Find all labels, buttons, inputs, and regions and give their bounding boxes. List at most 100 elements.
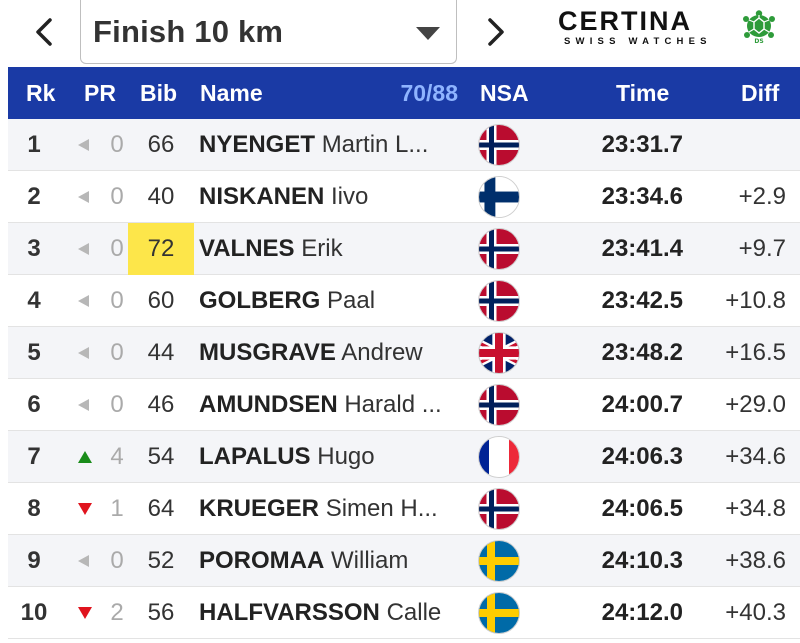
pr-cell: 1 [110, 495, 124, 522]
column-name[interactable]: Name [200, 80, 263, 106]
next-race-button[interactable] [476, 8, 516, 56]
finisher-count: 70/88 [400, 80, 458, 106]
table-row[interactable]: 5 0 44 MUSGRAVE Andrew 23:48.2 +16.5 [8, 327, 800, 379]
diff-cell: +16.5 [725, 339, 786, 366]
diff-cell: +34.6 [725, 443, 786, 470]
athlete-name[interactable]: VALNES Erik [199, 223, 479, 275]
bib-cell: 56 [147, 599, 175, 626]
trend-none-icon [78, 171, 94, 223]
svg-text:DS: DS [754, 38, 763, 44]
pr-cell: 4 [110, 443, 124, 470]
column-pr[interactable]: PR [84, 80, 116, 106]
table-row[interactable]: 4 0 60 GOLBERG Paal 23:42.5 +10.8 [8, 275, 800, 327]
rank-cell: 1 [27, 131, 41, 158]
column-diff[interactable]: Diff [741, 80, 780, 106]
athlete-name[interactable]: LAPALUS Hugo [199, 431, 479, 483]
pr-cell: 0 [110, 131, 124, 158]
trend-none-icon [78, 535, 94, 587]
bib-cell: 72 [128, 223, 194, 275]
time-cell: 23:41.4 [601, 235, 683, 262]
athlete-name[interactable]: NYENGET Martin L... [199, 119, 479, 171]
pr-cell: 0 [110, 339, 124, 366]
trend-down-icon [78, 587, 94, 639]
trend-down-icon [78, 483, 94, 535]
table-row[interactable]: 3 0 72 VALNES Erik 23:41.4 +9.7 [8, 223, 800, 275]
athlete-name[interactable]: HALFVARSSON Calle [199, 587, 479, 639]
athlete-firstname: Hugo [317, 443, 375, 470]
athlete-name[interactable]: MUSGRAVE Andrew [199, 327, 479, 379]
athlete-firstname: Calle [386, 599, 442, 626]
bib-cell: 40 [147, 183, 175, 210]
trend-none-icon [78, 275, 94, 327]
athlete-surname: GOLBERG [199, 287, 321, 314]
table-row[interactable]: 9 0 52 POROMAA William 24:10.3 +38.6 [8, 535, 800, 587]
rank-cell: 10 [20, 599, 48, 626]
diff-cell: +40.3 [725, 599, 786, 626]
flag-nor-icon [478, 228, 520, 270]
bib-cell: 52 [147, 547, 175, 574]
rank-cell: 6 [27, 391, 41, 418]
turtle-logo-icon: DS [743, 10, 775, 44]
table-row[interactable]: 6 0 46 AMUNDSEN Harald ... 24:00.7 +29.0 [8, 379, 800, 431]
pr-cell: 0 [110, 183, 124, 210]
athlete-firstname: Simen H... [325, 495, 438, 522]
athlete-name[interactable]: POROMAA William [199, 535, 479, 587]
time-cell: 24:10.3 [601, 547, 683, 574]
pr-cell: 0 [110, 391, 124, 418]
bib-cell: 46 [147, 391, 175, 418]
rank-cell: 8 [27, 495, 41, 522]
pr-cell: 0 [110, 235, 124, 262]
rank-cell: 7 [27, 443, 41, 470]
bib-cell: 60 [147, 287, 175, 314]
athlete-firstname: William [331, 547, 409, 574]
race-select-value: Finish 10 km [93, 13, 284, 49]
table-row[interactable]: 8 1 64 KRUEGER Simen H... 24:06.5 +34.8 [8, 483, 800, 535]
flag-nor-icon [478, 280, 520, 322]
athlete-surname: MUSGRAVE [199, 339, 336, 366]
rank-cell: 9 [27, 547, 41, 574]
athlete-name[interactable]: KRUEGER Simen H... [199, 483, 479, 535]
results-table-body: 1 0 66 NYENGET Martin L... 23:31.7 2 0 40 NISKAN… [8, 119, 800, 639]
pr-cell: 0 [110, 547, 124, 574]
athlete-name[interactable]: GOLBERG Paal [199, 275, 479, 327]
bib-cell: 64 [147, 495, 175, 522]
table-row[interactable]: 1 0 66 NYENGET Martin L... 23:31.7 [8, 119, 800, 171]
chevron-left-icon [36, 18, 52, 46]
caret-down-icon [416, 27, 440, 40]
diff-cell: +29.0 [725, 391, 786, 418]
previous-race-button[interactable] [24, 8, 64, 56]
bib-cell: 54 [147, 443, 175, 470]
time-cell: 23:42.5 [601, 287, 683, 314]
bib-cell: 44 [147, 339, 175, 366]
chevron-right-icon [488, 18, 504, 46]
athlete-surname: LAPALUS [199, 443, 311, 470]
athlete-firstname: Erik [301, 235, 343, 262]
column-time[interactable]: Time [616, 80, 670, 106]
athlete-name[interactable]: AMUNDSEN Harald ... [199, 379, 479, 431]
flag-fra-icon [478, 436, 520, 478]
time-cell: 24:00.7 [601, 391, 683, 418]
time-cell: 23:31.7 [601, 131, 683, 158]
race-select[interactable]: Finish 10 km [80, 0, 457, 64]
athlete-firstname: Harald ... [344, 391, 442, 418]
rank-cell: 5 [27, 339, 41, 366]
flag-swe-icon [478, 592, 520, 634]
sponsor-tagline: SWISS WATCHES [564, 36, 712, 47]
trend-up-icon [78, 431, 94, 483]
column-bib[interactable]: Bib [140, 80, 178, 106]
flag-swe-icon [478, 540, 520, 582]
table-row[interactable]: 10 2 56 HALFVARSSON Calle 24:12.0 +40.3 [8, 587, 800, 639]
trend-none-icon [78, 379, 94, 431]
table-row[interactable]: 7 4 54 LAPALUS Hugo 24:06.3 +34.6 [8, 431, 800, 483]
athlete-firstname: Martin L... [321, 131, 429, 158]
top-bar: Finish 10 km CERTINA SWISS WATCHES DS [0, 0, 800, 66]
pr-cell: 2 [110, 599, 124, 626]
column-rank[interactable]: Rk [26, 80, 56, 106]
time-cell: 24:06.3 [601, 443, 683, 470]
athlete-name[interactable]: NISKANEN Iivo [199, 171, 479, 223]
column-nsa[interactable]: NSA [480, 80, 529, 106]
pr-cell: 0 [110, 287, 124, 314]
diff-cell: +38.6 [725, 547, 786, 574]
athlete-firstname: Iivo [331, 183, 369, 210]
table-row[interactable]: 2 0 40 NISKANEN Iivo 23:34.6 +2.9 [8, 171, 800, 223]
